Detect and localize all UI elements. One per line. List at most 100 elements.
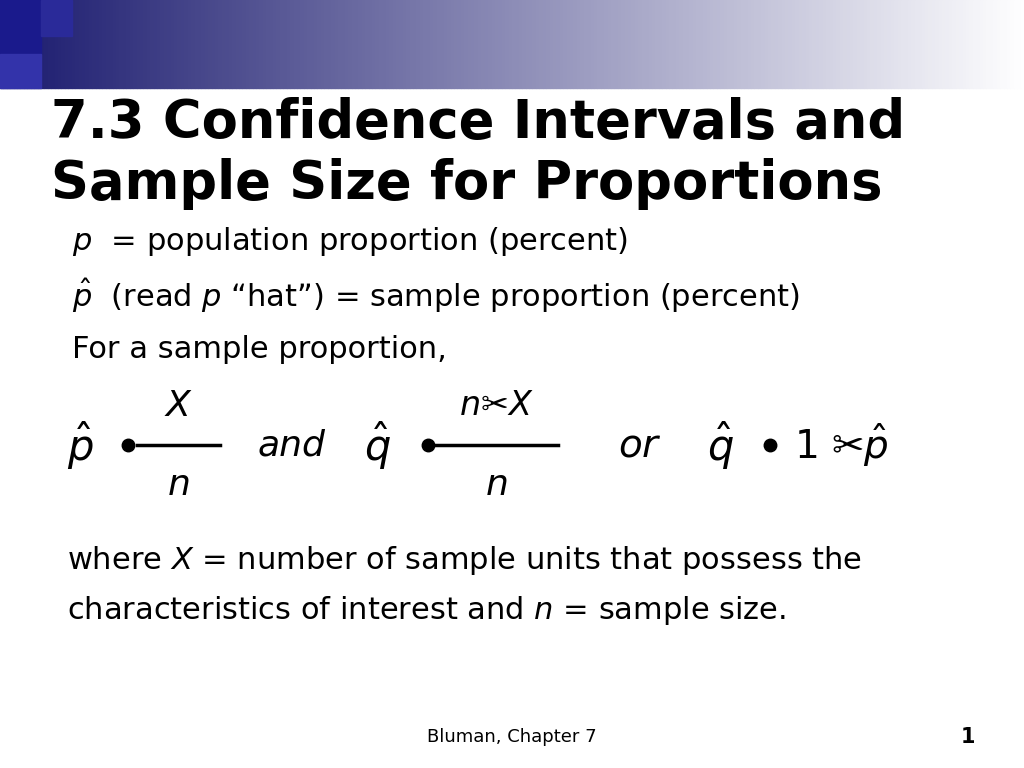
Bar [714, 0, 717, 88]
Bar [584, 0, 587, 88]
Bar [102, 0, 105, 88]
Bar [863, 0, 867, 88]
Bar [980, 0, 983, 88]
Bar [577, 0, 581, 88]
Bar [28, 0, 31, 88]
Bar [290, 0, 294, 88]
Bar [181, 0, 184, 88]
Bar [89, 0, 92, 88]
Bar [113, 0, 116, 88]
Bar [0, 0, 3, 88]
Bar [840, 0, 843, 88]
Bar [873, 0, 878, 88]
Bar [802, 0, 806, 88]
Bar [591, 0, 594, 88]
Bar [837, 0, 840, 88]
Bar [632, 0, 635, 88]
Bar [208, 0, 212, 88]
Text: $\hat{q}$: $\hat{q}$ [707, 419, 733, 472]
Bar [317, 0, 321, 88]
Bar [284, 0, 287, 88]
Bar [85, 0, 89, 88]
Bar [218, 0, 222, 88]
Bar [796, 0, 799, 88]
Bar [51, 0, 54, 88]
Bar [253, 0, 256, 88]
Bar [0, 0, 41, 54]
Bar [730, 0, 734, 88]
Bar [952, 0, 955, 88]
Bar [345, 0, 348, 88]
Bar [243, 0, 246, 88]
Bar [335, 0, 338, 88]
Bar [310, 0, 314, 88]
Bar [48, 0, 51, 88]
Bar [72, 0, 75, 88]
Bar [505, 0, 509, 88]
Bar [140, 0, 143, 88]
Bar [509, 0, 512, 88]
Bar [82, 0, 85, 88]
Bar [617, 0, 622, 88]
Bar [932, 0, 935, 88]
Bar [853, 0, 857, 88]
Bar [597, 0, 601, 88]
Bar [563, 0, 566, 88]
Bar [908, 0, 911, 88]
Bar [799, 0, 802, 88]
Bar [167, 0, 171, 88]
Bar [41, 0, 44, 88]
Bar [38, 0, 41, 88]
Bar [867, 0, 870, 88]
Bar [655, 0, 658, 88]
Bar [628, 0, 632, 88]
Bar [474, 0, 478, 88]
Bar [822, 0, 826, 88]
Bar [781, 0, 785, 88]
Bar [550, 0, 553, 88]
Bar [949, 0, 952, 88]
Bar [297, 0, 300, 88]
Bar [809, 0, 812, 88]
Bar [331, 0, 335, 88]
Bar [904, 0, 908, 88]
Bar [573, 0, 577, 88]
Bar [642, 0, 645, 88]
Bar [79, 0, 82, 88]
Bar [417, 0, 420, 88]
Bar [645, 0, 648, 88]
Bar [273, 0, 276, 88]
Bar [727, 0, 730, 88]
Bar [276, 0, 280, 88]
Bar [351, 0, 355, 88]
Bar [423, 0, 427, 88]
Bar [686, 0, 689, 88]
Bar [386, 0, 389, 88]
Bar [75, 0, 79, 88]
Text: $\hat{p}$: $\hat{p}$ [67, 419, 93, 472]
Bar [829, 0, 833, 88]
Text: Bluman, Chapter 7: Bluman, Chapter 7 [427, 728, 597, 746]
Bar [925, 0, 929, 88]
Bar [1007, 0, 1011, 88]
Bar [1017, 0, 1021, 88]
Bar [898, 0, 901, 88]
Bar [280, 0, 284, 88]
Bar [54, 0, 58, 88]
Bar [707, 0, 710, 88]
Bar [20, 0, 24, 88]
Bar [785, 0, 788, 88]
Bar [427, 0, 430, 88]
Bar [458, 0, 461, 88]
Bar [430, 0, 433, 88]
Bar [740, 0, 744, 88]
Bar [546, 0, 550, 88]
Bar [959, 0, 963, 88]
Bar [191, 0, 195, 88]
Bar [1000, 0, 1004, 88]
Bar [604, 0, 607, 88]
Bar [454, 0, 458, 88]
Bar [601, 0, 604, 88]
Bar [748, 0, 751, 88]
Bar [724, 0, 727, 88]
